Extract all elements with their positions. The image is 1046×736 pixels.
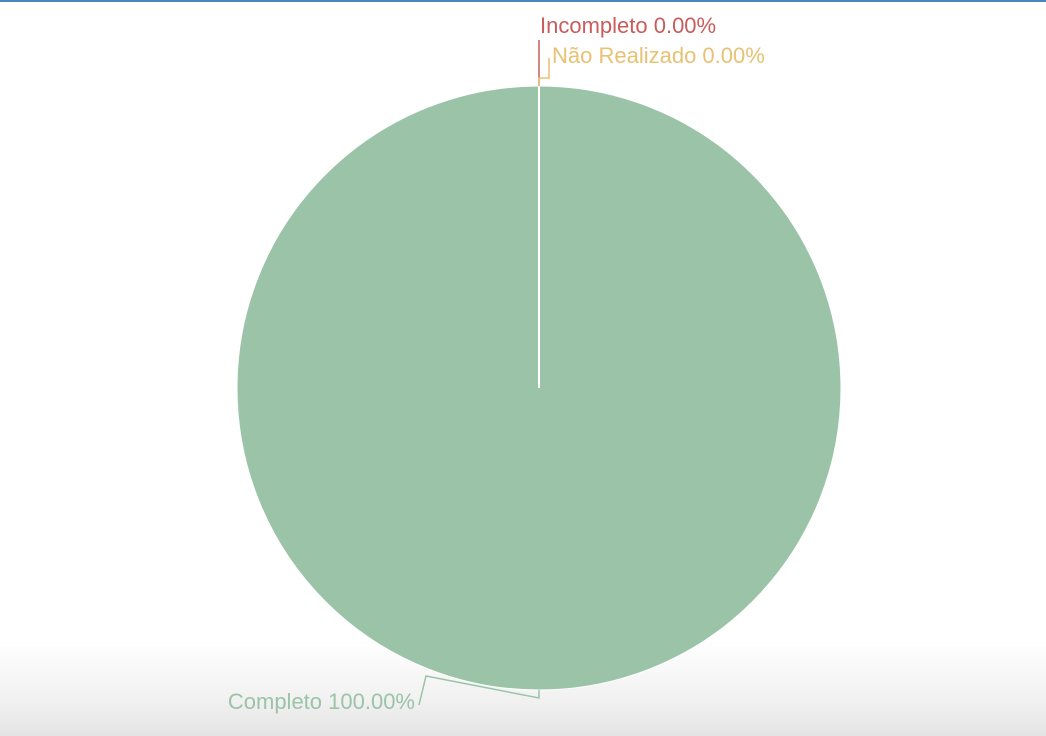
top-rule [0, 0, 1046, 2]
label-nao-realizado: Não Realizado 0.00% [552, 43, 765, 68]
pie-slices [236, 85, 842, 691]
label-incompleto: Incompleto 0.00% [540, 13, 716, 38]
label-completo: Completo 100.00% [228, 689, 415, 714]
leader-line-nao-realizado [538, 58, 550, 86]
leader-line-completo [418, 675, 540, 706]
